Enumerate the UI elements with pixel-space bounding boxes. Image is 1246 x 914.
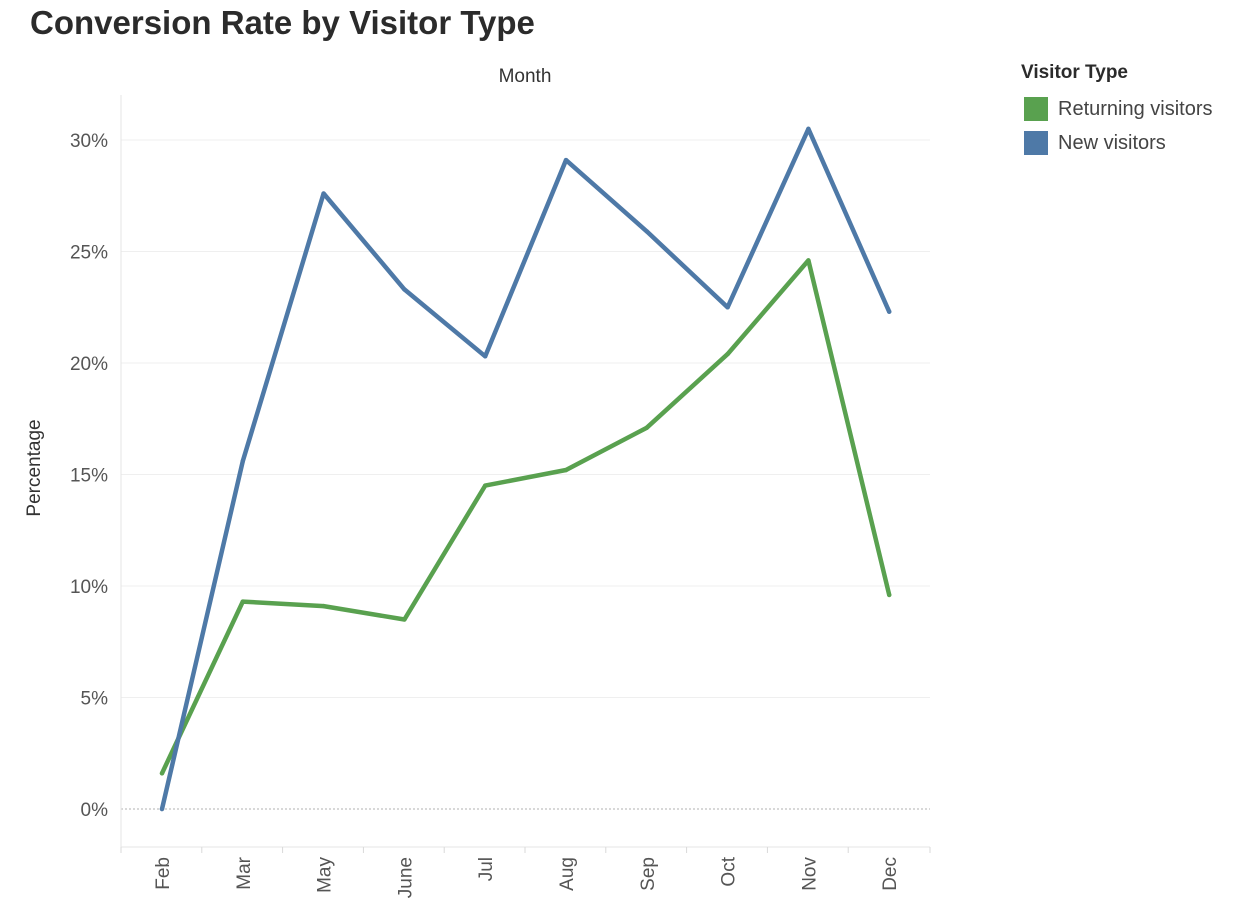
y-tick-label: 0% (81, 800, 109, 821)
data-point-new-visitors[interactable] (725, 305, 730, 310)
legend-swatch-new-visitors (1024, 131, 1048, 155)
x-tick-label: Feb (153, 857, 174, 890)
legend-swatch-returning-visitors (1024, 97, 1048, 121)
data-point-new-visitors[interactable] (240, 458, 245, 464)
y-tick-label: 30% (70, 131, 108, 152)
data-point-returning-visitors[interactable] (806, 258, 811, 263)
legend-title: Visitor Type (1021, 62, 1128, 83)
x-tick-label: Sep (638, 857, 659, 891)
legend: Visitor Type Returning visitors New visi… (1021, 62, 1213, 160)
y-tick-label: 15% (70, 466, 108, 487)
x-tick-label: Aug (557, 857, 578, 891)
x-tick-label: Nov (799, 857, 820, 891)
data-point-new-visitors[interactable] (159, 806, 165, 812)
x-axis-title: Month (499, 66, 552, 87)
chart-title: Conversion Rate by Visitor Type (30, 4, 535, 41)
y-tick-label: 10% (70, 577, 108, 598)
y-tick-label: 5% (81, 689, 109, 710)
y-axis-title: Percentage (24, 419, 45, 516)
series-lines (159, 126, 892, 812)
data-point-returning-visitors[interactable] (563, 467, 569, 473)
data-point-returning-visitors[interactable] (887, 592, 892, 598)
gridlines (121, 139, 930, 810)
data-point-new-visitors[interactable] (321, 191, 326, 196)
axes: 0% 5% 10% 15% 20% 25% 30% Feb Mar May June Jul Aug Se… (70, 95, 931, 898)
data-point-returning-visitors[interactable] (159, 771, 165, 776)
x-tick-label: Oct (719, 856, 740, 886)
x-tick-label: May (315, 857, 336, 893)
series-line-returning-visitors[interactable] (159, 258, 892, 776)
data-point-returning-visitors[interactable] (725, 351, 730, 357)
data-point-new-visitors[interactable] (887, 309, 892, 314)
data-point-returning-visitors[interactable] (321, 603, 326, 609)
series-line-new-visitors[interactable] (159, 126, 892, 812)
data-point-new-visitors[interactable] (402, 287, 407, 292)
legend-label-new-visitors: New visitors (1058, 131, 1166, 154)
data-point-returning-visitors[interactable] (483, 483, 488, 488)
data-point-new-visitors[interactable] (806, 126, 811, 132)
legend-label-returning-visitors: Returning visitors (1058, 97, 1213, 120)
data-point-new-visitors[interactable] (483, 354, 488, 359)
legend-item-returning-visitors[interactable]: Returning visitors (1021, 92, 1213, 126)
data-point-returning-visitors[interactable] (402, 617, 407, 622)
data-point-returning-visitors[interactable] (644, 425, 649, 430)
y-tick-label: 25% (70, 243, 108, 264)
x-tick-label: Mar (234, 856, 255, 889)
y-tick-label: 20% (70, 354, 108, 375)
data-point-returning-visitors[interactable] (240, 599, 245, 604)
x-tick-label: Jul (476, 857, 497, 881)
data-point-new-visitors[interactable] (563, 157, 569, 163)
x-tick-label: June (395, 857, 416, 898)
x-tick-label: Dec (880, 857, 901, 891)
legend-item-new-visitors[interactable]: New visitors (1021, 126, 1213, 160)
data-point-new-visitors[interactable] (644, 229, 649, 234)
